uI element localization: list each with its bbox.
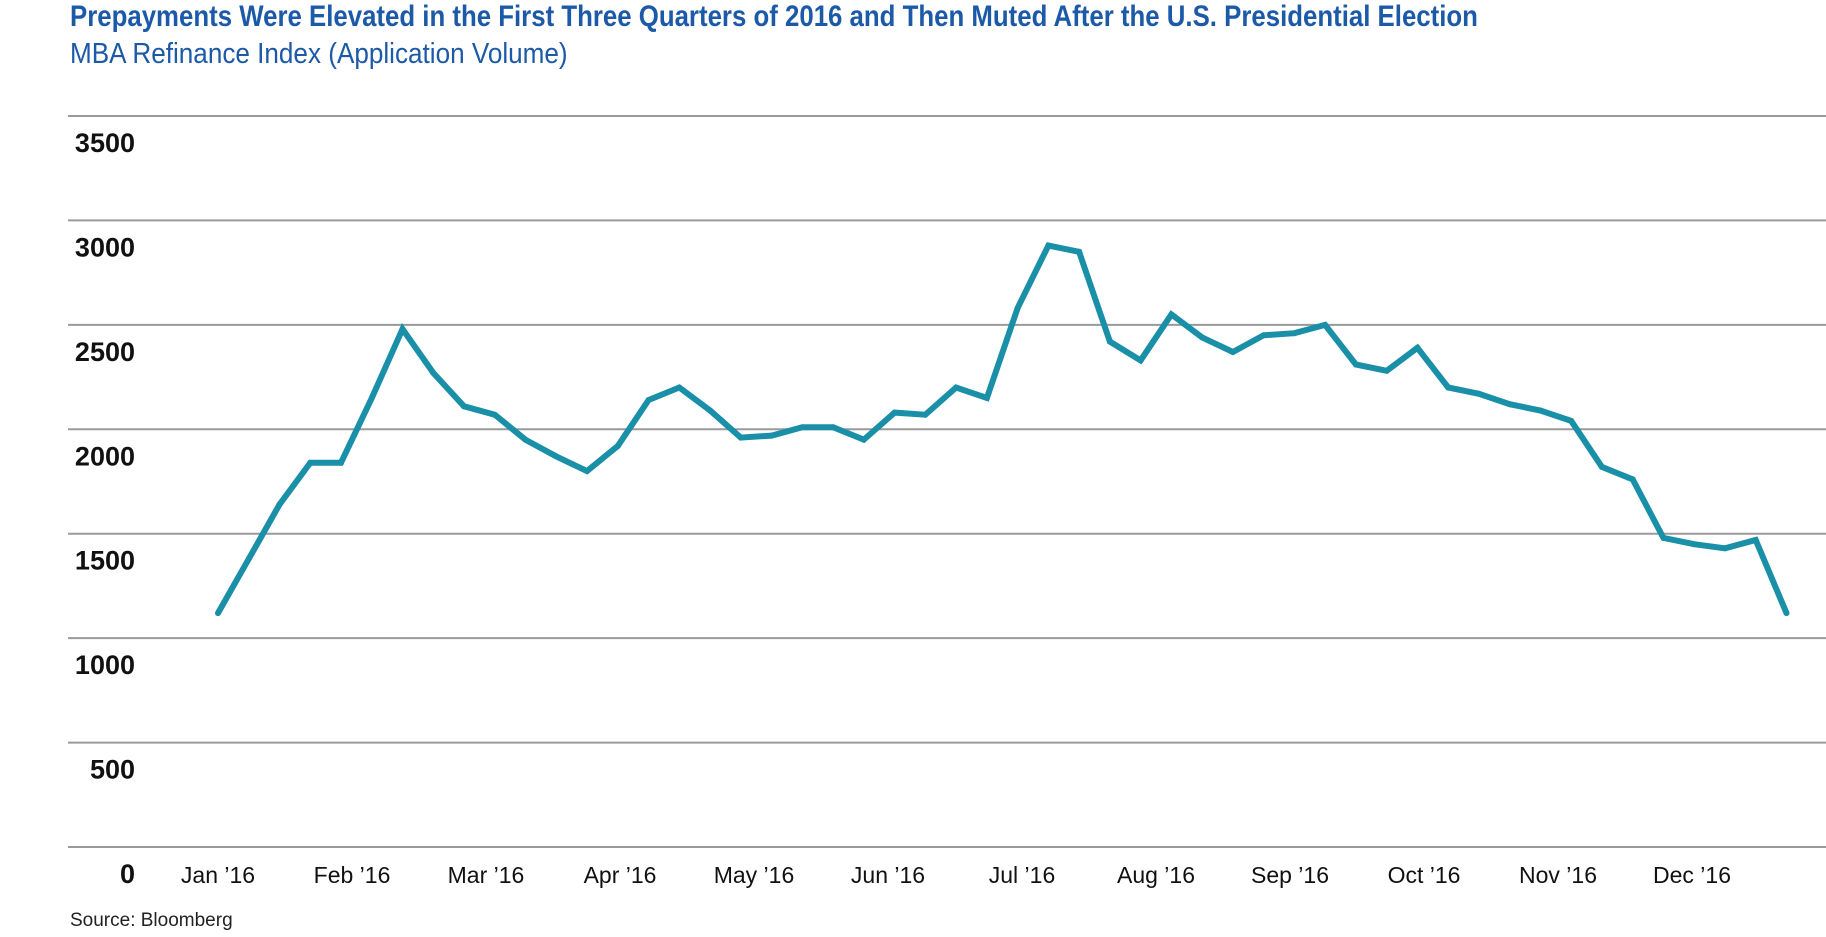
x-tick-label: Jan ’16 bbox=[181, 862, 255, 888]
data-point bbox=[676, 384, 683, 391]
data-point bbox=[1168, 311, 1175, 318]
data-point bbox=[830, 424, 837, 431]
data-point bbox=[860, 436, 867, 443]
data-point bbox=[983, 395, 990, 401]
x-tick-label: May ’16 bbox=[714, 862, 795, 888]
data-point bbox=[1199, 334, 1206, 341]
data-point bbox=[1383, 367, 1390, 374]
data-point bbox=[645, 397, 652, 403]
x-tick-label: Mar ’16 bbox=[448, 862, 525, 888]
data-point bbox=[553, 453, 560, 460]
x-tick-label: Dec ’16 bbox=[1653, 862, 1731, 888]
y-tick-label: 500 bbox=[90, 755, 135, 785]
data-point bbox=[1752, 537, 1759, 543]
x-tick-label: Oct ’16 bbox=[1388, 862, 1461, 888]
data-point bbox=[430, 369, 437, 376]
data-point bbox=[1475, 390, 1482, 397]
data-point bbox=[1014, 305, 1021, 312]
data-point bbox=[307, 459, 314, 466]
y-tick-label: 0 bbox=[120, 859, 135, 889]
source-note: Source: Bloomberg bbox=[70, 910, 233, 931]
x-tick-label: Jun ’16 bbox=[851, 862, 925, 888]
data-point bbox=[1291, 330, 1298, 337]
data-point bbox=[1660, 534, 1667, 541]
data-point bbox=[1414, 344, 1421, 351]
data-point bbox=[1506, 401, 1513, 408]
data-point bbox=[1722, 545, 1728, 552]
data-point bbox=[1106, 338, 1113, 345]
data-point bbox=[953, 384, 960, 391]
data-point bbox=[737, 434, 744, 441]
data-point bbox=[245, 555, 252, 562]
y-tick-label: 1000 bbox=[75, 650, 135, 680]
data-point bbox=[1629, 476, 1636, 483]
data-point bbox=[1045, 242, 1052, 249]
y-tick-label: 1500 bbox=[75, 546, 135, 576]
data-point bbox=[1445, 384, 1452, 391]
data-point bbox=[1568, 417, 1575, 424]
data-point bbox=[1076, 248, 1083, 255]
x-tick-label: Nov ’16 bbox=[1519, 862, 1597, 888]
data-point bbox=[399, 326, 406, 332]
y-axis-ticks: 0 500 1000 1500 2000 2500 3000 3500 bbox=[75, 128, 135, 889]
data-point bbox=[614, 443, 621, 449]
data-point bbox=[1137, 357, 1144, 364]
gridlines bbox=[68, 115, 1826, 848]
data-point bbox=[1783, 610, 1790, 617]
data-point bbox=[768, 432, 775, 439]
y-tick-label: 2000 bbox=[75, 441, 135, 471]
data-point bbox=[1537, 407, 1544, 414]
data-point bbox=[1260, 332, 1267, 339]
data-point bbox=[368, 395, 375, 401]
x-tick-label: Aug ’16 bbox=[1117, 862, 1195, 888]
data-point bbox=[707, 407, 714, 414]
y-tick-label: 3500 bbox=[75, 128, 135, 158]
series-layer bbox=[215, 242, 1790, 617]
data-point bbox=[1322, 321, 1329, 328]
y-tick-label: 2500 bbox=[75, 337, 135, 367]
data-point bbox=[1691, 541, 1698, 548]
x-tick-label: Sep ’16 bbox=[1251, 862, 1329, 888]
data-point bbox=[1598, 463, 1605, 470]
data-point bbox=[922, 411, 929, 418]
x-tick-label: Apr ’16 bbox=[584, 862, 657, 888]
y-tick-label: 3000 bbox=[75, 232, 135, 262]
data-point bbox=[338, 459, 344, 466]
data-point bbox=[1352, 361, 1359, 368]
data-point bbox=[891, 409, 898, 416]
data-point bbox=[215, 610, 221, 617]
data-point bbox=[522, 436, 529, 443]
data-point bbox=[799, 424, 806, 431]
data-point bbox=[584, 468, 590, 475]
x-axis-ticks: Jan ’16 Feb ’16 Mar ’16 Apr ’16 May ’16 Jun ’… bbox=[181, 862, 1731, 888]
x-tick-label: Jul ’16 bbox=[989, 862, 1055, 888]
data-point bbox=[491, 411, 498, 418]
chart-subtitle: MBA Refinance Index (Application Volume) bbox=[70, 38, 568, 70]
data-point bbox=[1229, 349, 1236, 355]
data-point bbox=[276, 501, 283, 508]
chart-title: Prepayments Were Elevated in the First T… bbox=[70, 0, 1478, 33]
x-tick-label: Feb ’16 bbox=[314, 862, 391, 888]
data-point bbox=[461, 403, 467, 410]
series-line bbox=[215, 242, 1790, 615]
